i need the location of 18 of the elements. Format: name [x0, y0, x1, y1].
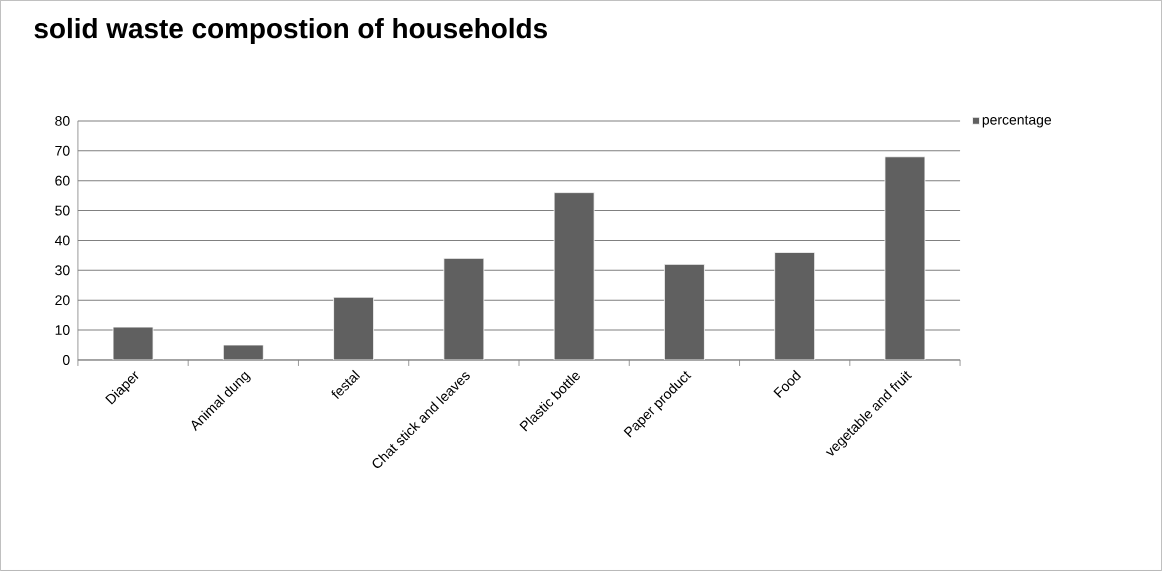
legend-label: percentage	[982, 115, 1052, 128]
y-tick-label: 0	[62, 355, 70, 365]
y-tick-label: 70	[55, 145, 70, 156]
y-tick-label: 20	[55, 295, 70, 306]
bar	[664, 263, 705, 360]
y-tick-label: 10	[55, 325, 70, 336]
bar	[884, 156, 926, 360]
chart-title: solid waste compostion of households	[34, 17, 547, 44]
y-tick-label: 40	[54, 235, 70, 246]
bar	[112, 326, 154, 360]
y-tick-label: 80	[55, 116, 70, 126]
y-tick-label: 50	[55, 205, 70, 216]
bar	[774, 252, 816, 360]
y-tick-label: 30	[55, 265, 70, 276]
y-tick-label: 60	[55, 175, 70, 186]
bar	[333, 296, 374, 360]
bar	[553, 192, 595, 360]
bar	[443, 258, 485, 360]
